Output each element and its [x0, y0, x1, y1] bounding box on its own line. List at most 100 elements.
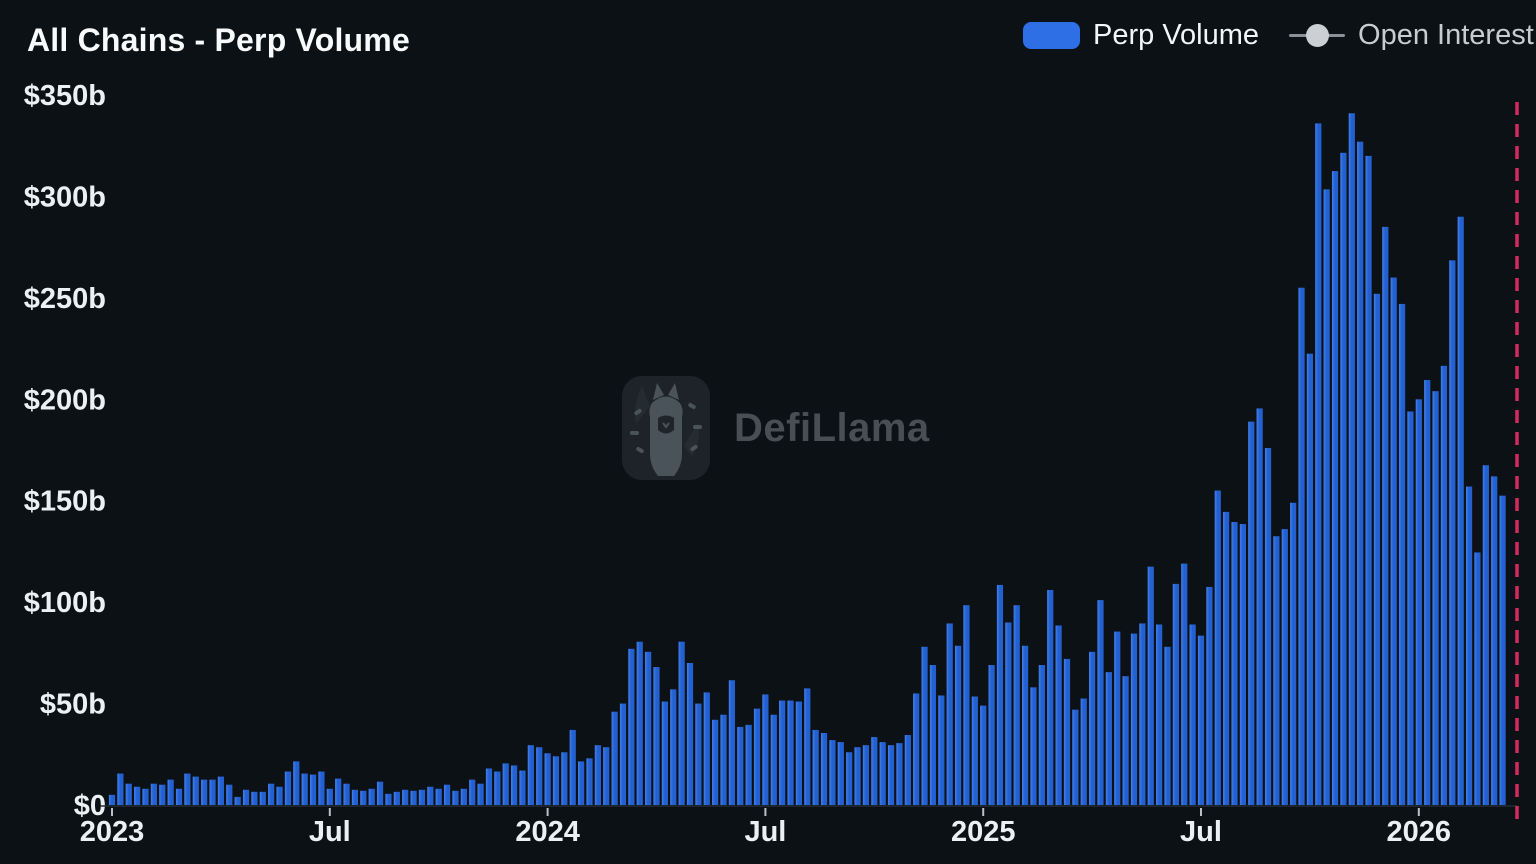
- bar[interactable]: [611, 711, 618, 805]
- bar[interactable]: [1063, 658, 1071, 805]
- bar[interactable]: [1449, 260, 1456, 806]
- bar[interactable]: [1415, 399, 1422, 805]
- bar[interactable]: [628, 648, 635, 805]
- bar[interactable]: [159, 784, 166, 805]
- bar[interactable]: [527, 745, 534, 805]
- bar[interactable]: [368, 788, 375, 805]
- bar[interactable]: [1239, 524, 1246, 805]
- bar[interactable]: [829, 740, 836, 805]
- bar[interactable]: [284, 771, 292, 805]
- bar[interactable]: [1164, 646, 1171, 805]
- bar[interactable]: [645, 651, 652, 805]
- bar[interactable]: [1248, 421, 1255, 805]
- bar[interactable]: [1264, 447, 1272, 805]
- bar[interactable]: [1181, 563, 1188, 805]
- bar[interactable]: [753, 708, 761, 805]
- bar[interactable]: [309, 774, 317, 805]
- bar[interactable]: [904, 735, 911, 805]
- bar[interactable]: [418, 789, 426, 805]
- bar[interactable]: [335, 778, 342, 805]
- bar[interactable]: [1005, 622, 1012, 805]
- legend-item-open-interest[interactable]: Open Interest: [1289, 19, 1534, 52]
- bar[interactable]: [1432, 391, 1439, 805]
- bar[interactable]: [1231, 522, 1238, 805]
- bar[interactable]: [251, 791, 258, 805]
- bar[interactable]: [301, 773, 308, 805]
- bar[interactable]: [469, 779, 476, 805]
- bar[interactable]: [728, 680, 735, 805]
- bar[interactable]: [1315, 123, 1322, 805]
- bar[interactable]: [1080, 698, 1087, 806]
- bar[interactable]: [125, 783, 132, 805]
- bar[interactable]: [1398, 303, 1406, 805]
- bar[interactable]: [1281, 529, 1288, 805]
- bar[interactable]: [1114, 631, 1121, 805]
- bar[interactable]: [1491, 476, 1498, 805]
- bar[interactable]: [1122, 676, 1129, 805]
- bar[interactable]: [1156, 624, 1163, 805]
- bar[interactable]: [511, 765, 518, 805]
- bar[interactable]: [879, 742, 886, 805]
- bar[interactable]: [1340, 152, 1347, 805]
- bar[interactable]: [259, 791, 266, 805]
- bar[interactable]: [234, 796, 241, 805]
- bar[interactable]: [762, 694, 769, 805]
- bar[interactable]: [1130, 633, 1138, 805]
- bar[interactable]: [435, 788, 442, 805]
- bar[interactable]: [1465, 486, 1473, 805]
- bar[interactable]: [209, 779, 216, 805]
- bar[interactable]: [1197, 635, 1205, 805]
- bar[interactable]: [1089, 651, 1096, 805]
- bar[interactable]: [1390, 277, 1397, 805]
- bar[interactable]: [896, 743, 903, 805]
- bar[interactable]: [720, 714, 727, 805]
- bar[interactable]: [1457, 216, 1464, 805]
- bar[interactable]: [1440, 365, 1448, 805]
- bar[interactable]: [854, 747, 861, 805]
- bar[interactable]: [1214, 490, 1221, 805]
- bar[interactable]: [1206, 586, 1213, 805]
- bar[interactable]: [1424, 380, 1431, 805]
- bar[interactable]: [117, 773, 124, 805]
- bar[interactable]: [980, 705, 987, 805]
- bar[interactable]: [1306, 353, 1314, 805]
- bar[interactable]: [745, 724, 752, 805]
- bar[interactable]: [695, 703, 702, 805]
- bar[interactable]: [804, 688, 811, 805]
- bar[interactable]: [678, 641, 685, 805]
- bar[interactable]: [887, 745, 895, 805]
- bar[interactable]: [988, 665, 995, 805]
- bar[interactable]: [1482, 465, 1489, 805]
- bar[interactable]: [1357, 141, 1364, 805]
- bar[interactable]: [578, 761, 585, 805]
- bar[interactable]: [167, 779, 174, 805]
- bar[interactable]: [1105, 672, 1112, 805]
- bar[interactable]: [586, 758, 593, 805]
- bar[interactable]: [1373, 293, 1381, 805]
- bar[interactable]: [1189, 624, 1196, 805]
- bar[interactable]: [929, 665, 937, 805]
- bar[interactable]: [871, 737, 878, 805]
- bar[interactable]: [326, 788, 333, 805]
- bar[interactable]: [1348, 113, 1355, 805]
- bar[interactable]: [661, 701, 668, 805]
- bar[interactable]: [703, 692, 710, 805]
- bar[interactable]: [318, 771, 325, 805]
- bar[interactable]: [552, 756, 560, 805]
- bar[interactable]: [594, 745, 601, 805]
- bar[interactable]: [779, 700, 786, 805]
- bar[interactable]: [1323, 189, 1330, 805]
- bar[interactable]: [519, 770, 526, 805]
- bar[interactable]: [452, 790, 459, 805]
- bar[interactable]: [1072, 709, 1079, 805]
- bar[interactable]: [971, 696, 978, 805]
- bar[interactable]: [1013, 605, 1020, 805]
- bar[interactable]: [108, 794, 116, 805]
- bar[interactable]: [544, 753, 551, 805]
- bar[interactable]: [293, 761, 300, 805]
- bar[interactable]: [494, 771, 501, 805]
- bar[interactable]: [1290, 502, 1297, 805]
- bar[interactable]: [1331, 171, 1339, 805]
- bar[interactable]: [201, 779, 208, 805]
- bar[interactable]: [1298, 287, 1305, 806]
